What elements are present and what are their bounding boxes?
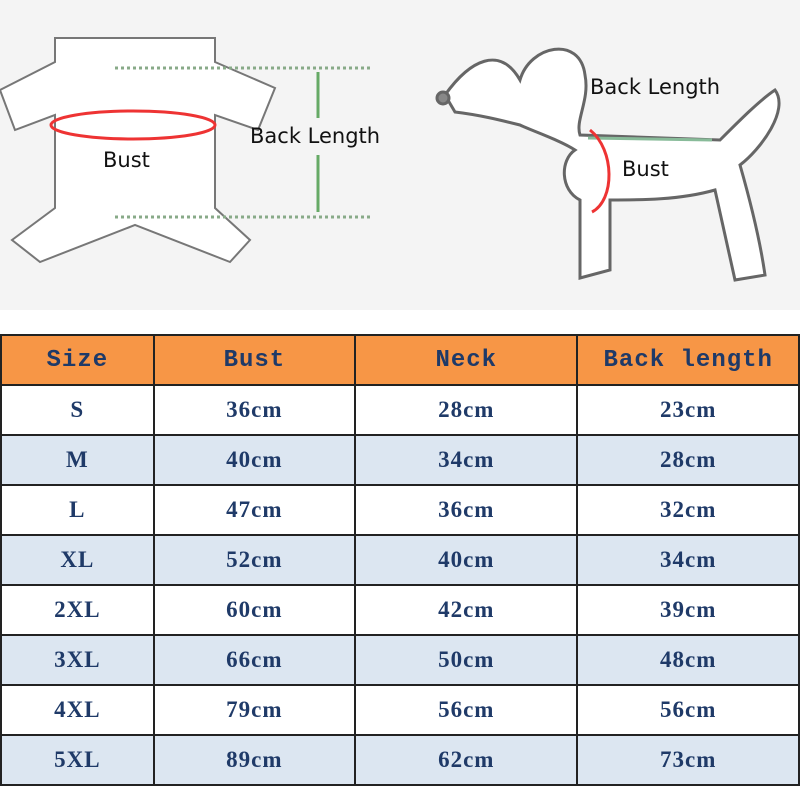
cell-back-length: 23cm bbox=[576, 384, 800, 436]
diagram-svg: Back Length Bust Back Length Bust bbox=[0, 37, 781, 282]
table-row: S 36cm 28cm 23cm bbox=[0, 384, 800, 436]
cell-bust: 36cm bbox=[152, 384, 357, 436]
cell-size: L bbox=[0, 484, 155, 536]
cell-bust: 60cm bbox=[152, 584, 357, 636]
dog-back-length-label: Back Length bbox=[590, 75, 720, 99]
cell-neck: 56cm bbox=[354, 684, 579, 736]
size-table: Size Bust Neck Back length S 36cm 28cm 23cm… bbox=[0, 334, 800, 786]
cell-neck: 50cm bbox=[354, 634, 579, 686]
table-row: L 47cm 36cm 32cm bbox=[0, 484, 800, 536]
cell-back-length: 56cm bbox=[576, 684, 800, 736]
table-row: 4XL 79cm 56cm 56cm bbox=[0, 684, 800, 736]
cell-size: 4XL bbox=[0, 684, 155, 736]
cell-size: XL bbox=[0, 534, 155, 586]
measurement-diagrams: Back Length Bust Back Length Bust bbox=[0, 0, 800, 310]
table-row: M 40cm 34cm 28cm bbox=[0, 434, 800, 486]
header-neck: Neck bbox=[354, 334, 579, 386]
cell-bust: 40cm bbox=[152, 434, 357, 486]
table-header-row: Size Bust Neck Back length bbox=[0, 334, 800, 386]
header-bust: Bust bbox=[152, 334, 357, 386]
cell-bust: 47cm bbox=[152, 484, 357, 536]
cell-neck: 62cm bbox=[354, 734, 579, 786]
cell-bust: 79cm bbox=[152, 684, 357, 736]
shirt-diagram bbox=[0, 37, 277, 264]
cell-size: M bbox=[0, 434, 155, 486]
cell-neck: 40cm bbox=[354, 534, 579, 586]
table-row: 5XL 89cm 62cm 73cm bbox=[0, 734, 800, 786]
cell-bust: 52cm bbox=[152, 534, 357, 586]
table-row: XL 52cm 40cm 34cm bbox=[0, 534, 800, 586]
cell-neck: 36cm bbox=[354, 484, 579, 536]
cell-neck: 34cm bbox=[354, 434, 579, 486]
header-back-length: Back length bbox=[576, 334, 800, 386]
cell-bust: 66cm bbox=[152, 634, 357, 686]
cell-size: 5XL bbox=[0, 734, 155, 786]
cell-back-length: 32cm bbox=[576, 484, 800, 536]
cell-back-length: 28cm bbox=[576, 434, 800, 486]
cell-neck: 42cm bbox=[354, 584, 579, 636]
cell-back-length: 39cm bbox=[576, 584, 800, 636]
cell-neck: 28cm bbox=[354, 384, 579, 436]
cell-bust: 89cm bbox=[152, 734, 357, 786]
cell-back-length: 48cm bbox=[576, 634, 800, 686]
cell-size: 2XL bbox=[0, 584, 155, 636]
header-size: Size bbox=[0, 334, 155, 386]
table-row: 3XL 66cm 50cm 48cm bbox=[0, 634, 800, 686]
cell-size: S bbox=[0, 384, 155, 436]
cell-back-length: 73cm bbox=[576, 734, 800, 786]
cell-size: 3XL bbox=[0, 634, 155, 686]
shirt-back-length-label: Back Length bbox=[250, 124, 380, 148]
table-row: 2XL 60cm 42cm 39cm bbox=[0, 584, 800, 636]
dog-bust-label: Bust bbox=[622, 157, 669, 181]
shirt-bust-label: Bust bbox=[103, 148, 150, 172]
cell-back-length: 34cm bbox=[576, 534, 800, 586]
dog-diagram bbox=[435, 47, 781, 282]
